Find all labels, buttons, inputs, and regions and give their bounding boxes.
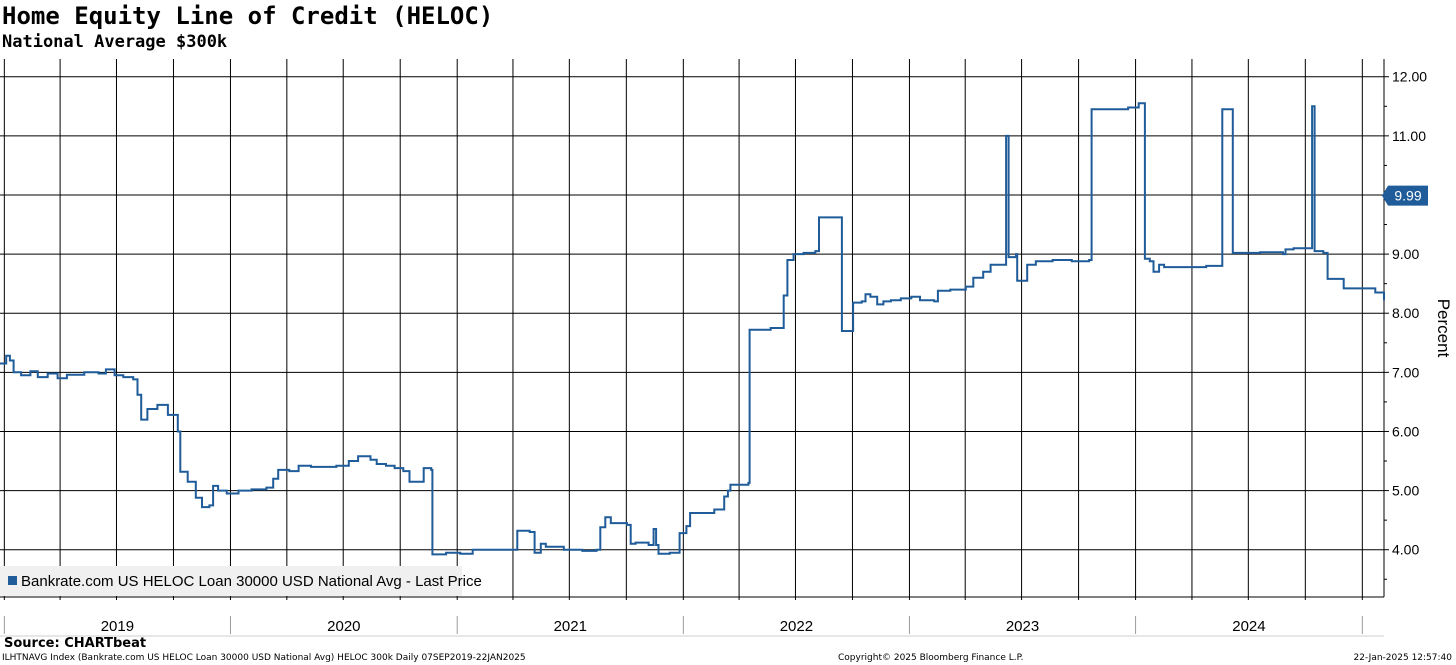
y-tick-label: 4.00	[1392, 542, 1419, 558]
year-label: 2024	[1232, 618, 1265, 635]
index-info: ILHTNAVG Index (Bankrate.com US HELOC Lo…	[2, 653, 526, 663]
y-tick-label: 9.00	[1392, 246, 1419, 262]
year-label: 2023	[1006, 618, 1039, 635]
copyright-note: Copyright© 2025 Bloomberg Finance L.P.	[838, 653, 1024, 663]
legend-label: Bankrate.com US HELOC Loan 30000 USD Nat…	[21, 573, 482, 590]
y-tick-label: 11.00	[1392, 128, 1426, 144]
legend-swatch	[8, 576, 17, 585]
last-value-badge	[1382, 185, 1428, 206]
chart-title: Home Equity Line of Credit (HELOC)	[2, 2, 494, 30]
year-label: 2021	[554, 618, 587, 635]
last-value-label: 9.99	[1394, 188, 1421, 204]
y-tick-label: 5.00	[1392, 483, 1419, 499]
legend-box	[0, 566, 462, 596]
y-tick-label: 7.00	[1392, 364, 1419, 380]
timestamp: 22-Jan-2025 12:57:40	[1353, 653, 1452, 663]
series-line	[0, 102, 1385, 556]
y-tick-label: 6.00	[1392, 423, 1419, 439]
y-axis-label: Percent	[1434, 299, 1453, 358]
year-label: 2019	[101, 618, 134, 635]
y-tick-label: 8.00	[1392, 305, 1419, 321]
chart-subtitle: National Average $300k	[2, 32, 228, 52]
year-label: 2020	[327, 618, 360, 635]
y-tick-label: 12.00	[1392, 69, 1427, 85]
source-note: Source: CHARTbeat	[4, 636, 147, 651]
year-label: 2022	[780, 618, 813, 635]
